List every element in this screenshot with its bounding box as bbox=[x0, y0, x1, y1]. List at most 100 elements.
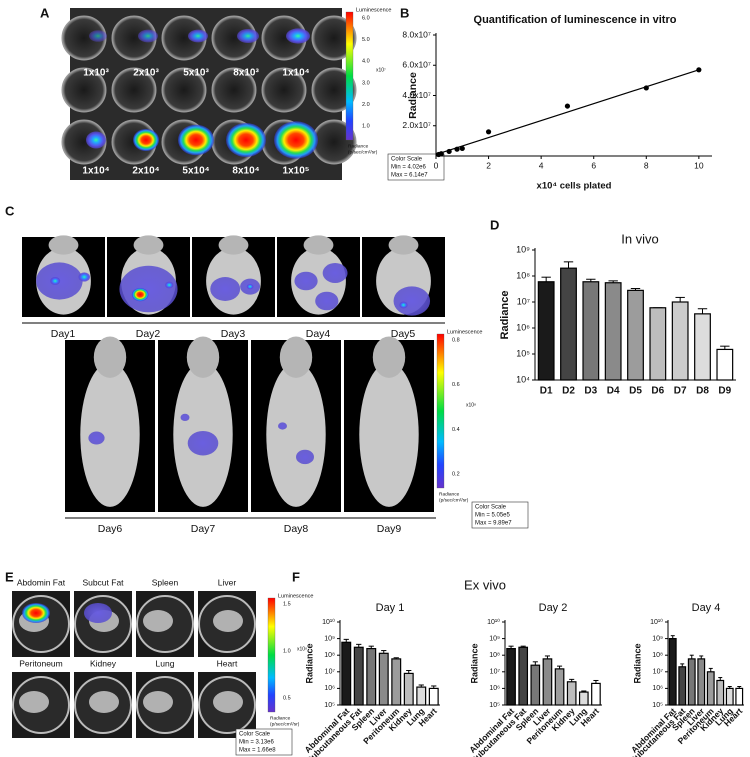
point bbox=[485, 129, 492, 135]
point bbox=[696, 67, 702, 73]
point bbox=[438, 151, 444, 157]
scale-text: Color Scale bbox=[475, 505, 507, 511]
colorbar-unit: (p/sec/cm²/sr) bbox=[348, 149, 378, 155]
organ-label: Peritoneum bbox=[19, 658, 62, 668]
point bbox=[564, 103, 571, 109]
y-tick-label: 10⁹ bbox=[516, 244, 530, 254]
bar bbox=[403, 672, 414, 706]
colorbar-tick: 1.0 bbox=[362, 123, 370, 129]
signal bbox=[210, 277, 241, 301]
organ bbox=[19, 691, 49, 713]
colorbar-exponent: x10⁸ bbox=[466, 402, 476, 408]
signal bbox=[22, 603, 50, 623]
signal bbox=[399, 301, 408, 309]
colorbar-tick: 2.0 bbox=[362, 102, 370, 108]
signal bbox=[119, 265, 178, 313]
y-tick-label: 10⁸ bbox=[652, 652, 663, 659]
signal bbox=[296, 449, 314, 465]
organ bbox=[143, 610, 173, 632]
organ-label: Abdomin Fat bbox=[17, 577, 66, 587]
x-axis-label: x10⁴ cells plated bbox=[537, 181, 612, 192]
well-label: 2x10³ bbox=[133, 68, 159, 79]
bar bbox=[671, 301, 689, 381]
well-label: 1x10³ bbox=[83, 68, 109, 79]
well bbox=[311, 15, 357, 61]
bar bbox=[578, 691, 589, 706]
y-tick-label: 6.0x10⁷ bbox=[402, 60, 431, 70]
colorbar bbox=[267, 597, 276, 713]
scale-text: Min = 3.13e6 bbox=[239, 740, 275, 746]
scale-box bbox=[387, 153, 445, 181]
organ-label: Lung bbox=[156, 658, 175, 668]
point bbox=[459, 145, 465, 152]
signal bbox=[178, 124, 214, 156]
scale-text: Max = 6.14e7 bbox=[391, 173, 428, 179]
y-tick-label: 10⁶ bbox=[489, 685, 500, 692]
bar bbox=[560, 267, 577, 381]
colorbar-unit: Radiance bbox=[348, 143, 369, 149]
bar bbox=[416, 686, 427, 706]
signal bbox=[86, 131, 106, 149]
y-tick-label: 10⁵ bbox=[489, 702, 500, 709]
x-tick-label: Abdominal Fat bbox=[629, 706, 678, 755]
point bbox=[643, 85, 649, 91]
well bbox=[261, 67, 307, 113]
signal bbox=[226, 123, 266, 157]
colorbar-tick: 0.4 bbox=[452, 427, 460, 433]
organ-label: Spleen bbox=[152, 577, 179, 587]
y-tick-label: 10⁷ bbox=[517, 296, 530, 306]
y-tick-label: 10⁸ bbox=[324, 652, 335, 659]
trendline bbox=[435, 69, 700, 156]
well-label: 1x10⁵ bbox=[283, 166, 310, 177]
colorbar-title: Luminescence bbox=[356, 7, 391, 13]
scale-text: Color Scale bbox=[239, 732, 271, 738]
mouse-head bbox=[133, 235, 164, 255]
y-tick-label: 10⁶ bbox=[516, 322, 530, 332]
day-label: Day9 bbox=[377, 523, 402, 535]
scale-text: Color Scale bbox=[391, 157, 423, 163]
colorbar-tick: 0.5 bbox=[283, 695, 291, 701]
panel-letter: C bbox=[5, 203, 15, 218]
mouse-body bbox=[266, 362, 326, 507]
colorbar-tick: 1.0 bbox=[283, 648, 291, 654]
signal bbox=[322, 263, 348, 283]
scale-text: Min = 4.02e6 bbox=[391, 165, 427, 171]
mouse-head bbox=[279, 336, 313, 378]
organ-label: Heart bbox=[217, 658, 238, 668]
signal bbox=[78, 272, 91, 282]
point bbox=[446, 148, 452, 155]
x-tick-label: D9 bbox=[718, 386, 731, 397]
bar bbox=[353, 646, 364, 706]
day-label: Day5 bbox=[391, 328, 416, 340]
signal bbox=[133, 128, 159, 152]
colorbar-title: Luminescence bbox=[278, 593, 313, 599]
bar bbox=[697, 658, 706, 706]
signal bbox=[50, 277, 61, 285]
y-tick-label: 10⁴ bbox=[516, 374, 530, 384]
colorbar-tick: 6.0 bbox=[362, 15, 370, 21]
chart-title: Day 4 bbox=[692, 602, 721, 614]
y-tick-label: 10⁹ bbox=[489, 635, 500, 642]
x-tick-label: D1 bbox=[540, 386, 553, 397]
colorbar-title: Luminescence bbox=[447, 329, 482, 335]
x-tick-label: 8 bbox=[644, 160, 649, 170]
colorbar-unit: Radiance bbox=[270, 715, 291, 721]
panel-letter: D bbox=[490, 217, 499, 232]
panel-letter: B bbox=[400, 5, 409, 20]
bar bbox=[554, 668, 565, 706]
well-label: 1x10⁴ bbox=[282, 68, 309, 79]
organ bbox=[213, 610, 243, 632]
day-label: Day1 bbox=[51, 328, 76, 340]
mouse-head bbox=[372, 336, 406, 378]
y-axis-label: Radiance bbox=[632, 643, 642, 683]
colorbar-unit: Radiance bbox=[439, 491, 460, 497]
scale-text: Min = 5.05e5 bbox=[475, 513, 511, 519]
well-label: 2x10⁴ bbox=[132, 166, 159, 177]
bar bbox=[341, 641, 352, 706]
well bbox=[61, 119, 107, 165]
bar bbox=[428, 687, 439, 706]
well bbox=[211, 67, 257, 113]
y-tick-label: 10⁸ bbox=[516, 270, 530, 280]
signal bbox=[188, 29, 208, 43]
